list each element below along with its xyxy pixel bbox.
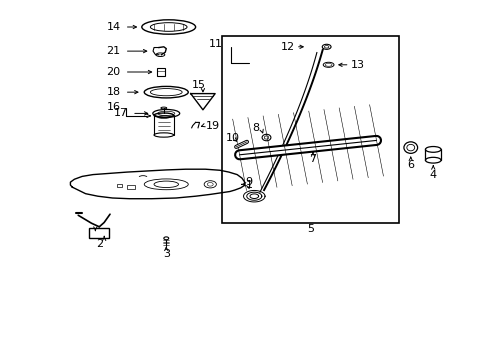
Text: 19: 19 [205,121,219,131]
Text: 6: 6 [407,160,413,170]
Text: 3: 3 [163,249,169,259]
Text: 16: 16 [106,102,121,112]
Text: 11: 11 [208,39,223,49]
Text: 10: 10 [225,132,240,143]
Text: 15: 15 [191,80,205,90]
Bar [222,36,398,223]
Text: 21: 21 [106,46,121,56]
Text: 2: 2 [96,239,102,249]
Text: 8: 8 [252,123,259,133]
Text: 17: 17 [114,108,128,118]
Bar [127,185,135,189]
Text: 9: 9 [244,177,251,187]
Text: 12: 12 [281,42,295,52]
Text: 20: 20 [106,67,121,77]
Text: 18: 18 [106,87,121,97]
Text: 14: 14 [106,22,121,32]
Text: 5: 5 [306,224,313,234]
Text: 7: 7 [309,154,316,164]
Bar [157,68,165,76]
Bar [89,228,109,238]
Text: 1: 1 [245,180,252,190]
Text: 13: 13 [350,60,365,70]
Bar [117,184,122,187]
Text: 4: 4 [429,170,436,180]
